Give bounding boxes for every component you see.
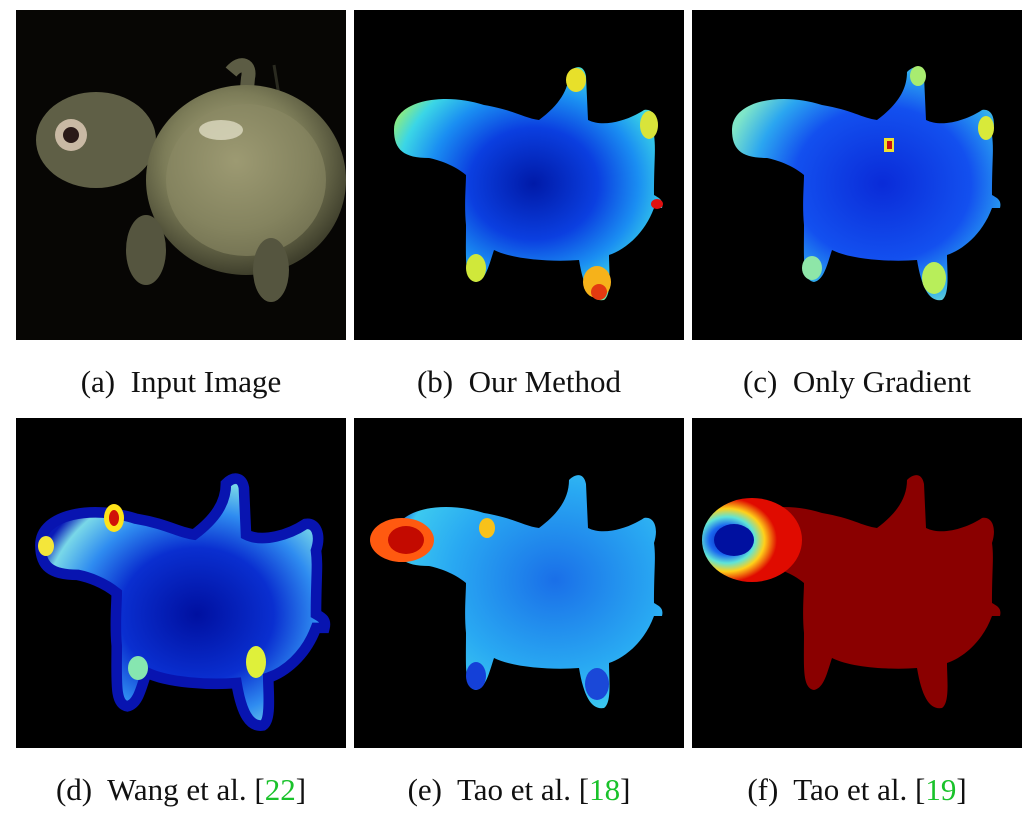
caption-c: (c) Only Gradient bbox=[692, 364, 1022, 400]
caption-e-suffix: ] bbox=[620, 772, 631, 807]
caption-b: (b) Our Method bbox=[354, 364, 684, 400]
caption-f-label: (f) bbox=[747, 772, 779, 807]
caption-d-label: (d) bbox=[55, 772, 93, 807]
caption-c-label: (c) bbox=[742, 364, 778, 399]
caption-a-title: Input Image bbox=[130, 364, 282, 399]
citation-link-22[interactable]: 22 bbox=[264, 772, 296, 807]
caption-a-label: (a) bbox=[80, 364, 116, 399]
panel-tao-et-al-18 bbox=[354, 418, 684, 748]
caption-f-title: Tao et al. [ bbox=[793, 772, 926, 807]
panel-wang-et-al bbox=[16, 418, 346, 748]
citation-link-18[interactable]: 18 bbox=[589, 772, 621, 807]
caption-e: (e) Tao et al. [18] bbox=[354, 772, 684, 808]
citation-link-19[interactable]: 19 bbox=[925, 772, 957, 807]
caption-e-title: Tao et al. [ bbox=[456, 772, 590, 807]
input-image-turtle-photo bbox=[16, 10, 346, 340]
caption-f-suffix: ] bbox=[956, 772, 967, 807]
panel-input-image bbox=[16, 10, 346, 340]
caption-b-title: Our Method bbox=[468, 364, 622, 399]
caption-f: (f) Tao et al. [19] bbox=[692, 772, 1022, 808]
caption-d-suffix: ] bbox=[295, 772, 307, 807]
panel-our-method bbox=[354, 10, 684, 340]
depth-map-tao-et-al-19 bbox=[692, 418, 1022, 748]
caption-c-title: Only Gradient bbox=[792, 364, 972, 399]
panel-tao-et-al-19 bbox=[692, 418, 1022, 748]
depth-map-our-method bbox=[354, 10, 684, 340]
caption-d-title: Wang et al. [ bbox=[107, 772, 265, 807]
depth-map-tao-et-al-18 bbox=[354, 418, 684, 748]
caption-e-label: (e) bbox=[407, 772, 442, 807]
panel-only-gradient bbox=[692, 10, 1022, 340]
caption-d: (d) Wang et al. [22] bbox=[16, 772, 346, 808]
caption-a: (a) Input Image bbox=[16, 364, 346, 400]
caption-b-label: (b) bbox=[416, 364, 454, 399]
depth-map-only-gradient bbox=[692, 10, 1022, 340]
depth-map-wang-et-al bbox=[16, 418, 346, 748]
